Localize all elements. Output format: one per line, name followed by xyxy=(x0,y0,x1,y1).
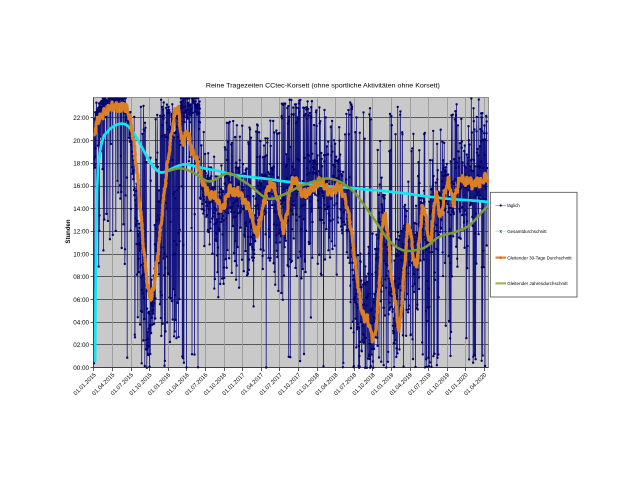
svg-text:00:00: 00:00 xyxy=(73,365,89,372)
svg-text:06:00: 06:00 xyxy=(73,297,89,304)
svg-text:08:00: 08:00 xyxy=(73,274,89,281)
svg-text:10:00: 10:00 xyxy=(73,251,89,258)
svg-text:täglich: täglich xyxy=(507,203,520,208)
svg-text:22:00: 22:00 xyxy=(73,115,89,122)
svg-text:16:00: 16:00 xyxy=(73,183,89,190)
svg-text:Gleitender 30-Tage Durchschnit: Gleitender 30-Tage Durchschnitt xyxy=(507,255,572,260)
svg-text:18:00: 18:00 xyxy=(73,161,89,168)
svg-text:Gleitender Jahresdurchschnitt: Gleitender Jahresdurchschnitt xyxy=(507,281,568,286)
svg-text:14:00: 14:00 xyxy=(73,206,89,213)
svg-text:12:00: 12:00 xyxy=(73,229,89,236)
svg-text:04:00: 04:00 xyxy=(73,319,89,326)
svg-text:x: x xyxy=(499,229,502,235)
svg-text:Stunden: Stunden xyxy=(66,219,72,243)
svg-text:Gesamtdurchschnitt: Gesamtdurchschnitt xyxy=(507,229,547,234)
svg-text:20:00: 20:00 xyxy=(73,138,89,145)
svg-text:Reine Tragezeiten CCtec-Korset: Reine Tragezeiten CCtec-Korsett (ohne sp… xyxy=(206,82,440,89)
svg-text:02:00: 02:00 xyxy=(73,342,89,349)
